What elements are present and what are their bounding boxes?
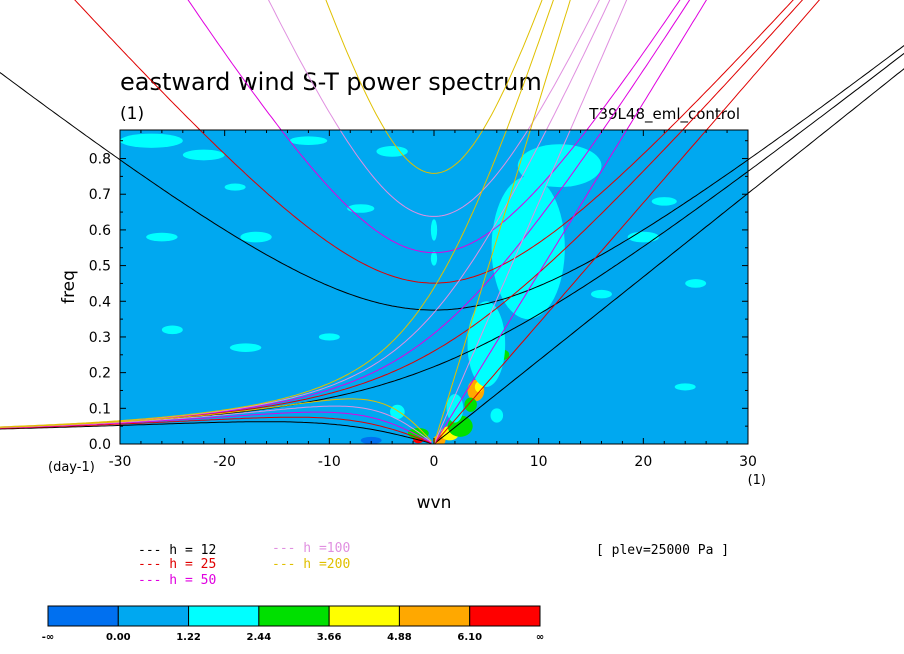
x-tick-label: 20	[634, 454, 652, 470]
field-patch-25	[376, 146, 408, 157]
y-tick-label: 0.1	[89, 401, 111, 417]
y-tick-label: 0.7	[89, 187, 111, 203]
colorbar-label-7: ∞	[536, 632, 544, 643]
field-patch-12	[491, 176, 565, 320]
field-patch-23	[430, 251, 438, 266]
plev-annotation: [ plev=25000 Pa ]	[596, 543, 729, 558]
colorbar-label-3: 2.44	[247, 632, 272, 643]
colorbar-label-0: -∞	[42, 632, 54, 643]
x-unit-label: (1)	[748, 473, 766, 488]
field-patch-34	[360, 436, 382, 444]
field-patch-28	[289, 136, 328, 145]
field-patch-17	[146, 232, 178, 242]
dispersion-curves	[0, 0, 904, 445]
er1-curve-4	[0, 398, 432, 442]
y-tick-label: 0.0	[89, 437, 111, 453]
field-patch-21	[651, 197, 677, 206]
x-tick-label: 30	[739, 454, 757, 470]
ig1-curve-3	[267, 0, 600, 217]
colorbar-label-1: 0.00	[106, 632, 131, 643]
colorbar-swatch-1	[117, 605, 190, 627]
field-patch-11	[467, 301, 506, 387]
x-tick-label: -10	[318, 454, 341, 470]
colorbar-label-5: 4.88	[387, 632, 412, 643]
field-patch-30	[318, 333, 340, 341]
ig1-curve-1	[74, 0, 794, 284]
y-axis-ticks: 0.0 0.1 0.2 0.3 0.4 0.5 0.6 0.7 0.8	[89, 140, 748, 453]
y-tick-label: 0.6	[89, 223, 111, 239]
legend-entry-0: --- h = 12	[138, 543, 216, 558]
x-axis-ticks: -30 -20 -10 0 10 20 30	[109, 130, 757, 470]
colorbar-swatch-0	[47, 605, 119, 627]
field-patch-13	[517, 144, 602, 188]
colorbar-swatch-5	[398, 605, 471, 627]
x-tick-label: -30	[109, 454, 132, 470]
field-patch-29	[674, 383, 696, 391]
y-tick-label: 0.2	[89, 366, 111, 382]
legend: --- h = 12--- h = 25--- h = 50 --- h =100…	[138, 541, 350, 588]
colorbar-label-6: 6.10	[457, 632, 482, 643]
y-tick-label: 0.3	[89, 330, 111, 346]
chart-subtitle-right: T39L48_eml_control	[588, 105, 740, 124]
colorbar-label-4: 3.66	[317, 632, 342, 643]
colorbar-swatch-4	[328, 605, 400, 627]
mrg-curve-4	[0, 0, 554, 428]
field-patch-19	[161, 325, 183, 335]
legend-entry-2: --- h = 50	[138, 573, 216, 588]
field-patch-27	[685, 279, 707, 288]
chart-title: eastward wind S-T power spectrum	[120, 68, 542, 96]
x-tick-label: -20	[213, 454, 236, 470]
field-patch-31	[224, 183, 246, 191]
colorbar-label-2: 1.22	[176, 632, 201, 643]
field-patch-18	[229, 343, 262, 352]
legend-entry-3: --- h =100	[272, 541, 350, 556]
field-patch-6	[464, 397, 477, 412]
field-patch-16	[240, 231, 272, 243]
y-tick-label: 0.4	[89, 294, 111, 310]
ig1-curve-2	[187, 0, 681, 254]
y-tick-label: 0.8	[89, 152, 111, 168]
kelvin-curve-0	[433, 68, 904, 445]
colorbar-swatch-6	[469, 605, 541, 627]
x-tick-label: 10	[530, 454, 548, 470]
field-patch-24	[347, 204, 375, 213]
x-axis-label: wvn	[417, 493, 452, 513]
field-patch-26	[591, 289, 612, 299]
kelvin-curve-4	[433, 0, 571, 445]
chart-subtitle-left: (1)	[120, 104, 144, 124]
field-patch-33	[490, 408, 504, 423]
kelvin-curve-1	[433, 0, 820, 445]
colorbar: -∞ 0.00 1.22 2.44 3.66 4.88 6.10 ∞	[42, 605, 544, 643]
field-patch-15	[182, 149, 225, 161]
kelvin-curve-3	[433, 0, 628, 445]
field-patch-14	[120, 133, 183, 148]
field-patch-22	[430, 219, 438, 241]
er1-curve-0	[0, 421, 432, 444]
y-tick-label: 0.5	[89, 259, 111, 275]
legend-entry-4: --- h =200	[272, 557, 350, 572]
y-axis-label: freq	[59, 270, 79, 304]
x-tick-label: 0	[430, 454, 439, 470]
y-unit-label: (day-1)	[48, 460, 95, 475]
ig1-curve-4	[325, 0, 543, 174]
legend-entry-1: --- h = 25	[138, 557, 216, 572]
kelvin-curve-2	[433, 0, 708, 445]
ig1-curve-0	[0, 44, 904, 311]
colorbar-swatch-3	[258, 605, 330, 627]
colorbar-swatch-2	[188, 605, 260, 627]
